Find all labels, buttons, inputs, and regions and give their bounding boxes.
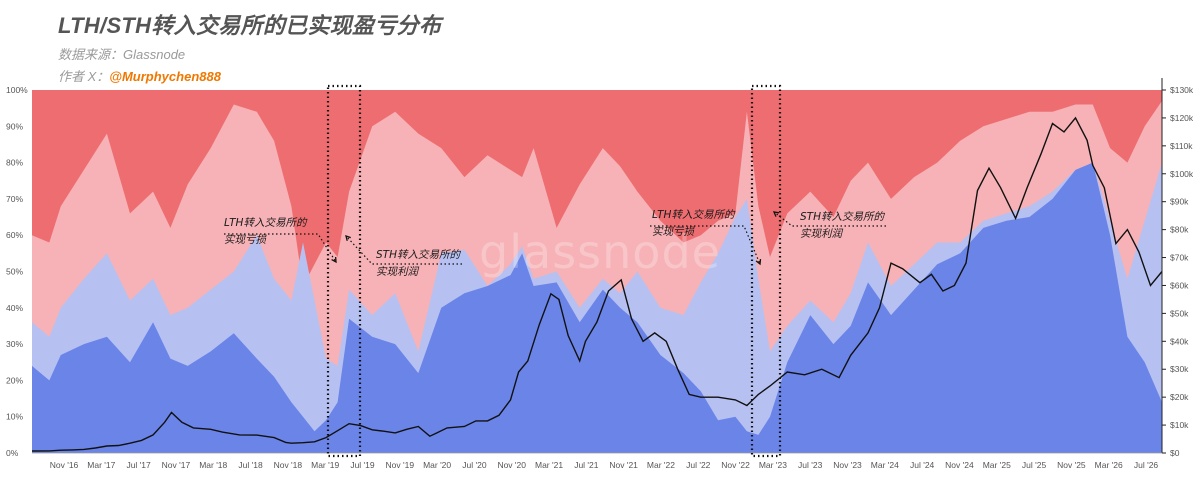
annotations: LTH转入交易所的实现亏损STH转入交易所的实现利润LTH转入交易所的实现亏损S… bbox=[224, 209, 886, 278]
y-right-tick-label: $80k bbox=[1170, 225, 1189, 235]
y-right-tick-label: $70k bbox=[1170, 253, 1189, 263]
x-tick-label: Mar '18 bbox=[199, 460, 227, 470]
x-tick-label: Nov '25 bbox=[1057, 460, 1086, 470]
x-tick-label: Mar '25 bbox=[983, 460, 1011, 470]
x-tick-label: Mar '17 bbox=[87, 460, 115, 470]
y-left-tick-label: 100% bbox=[6, 85, 28, 95]
x-tick-label: Nov '20 bbox=[497, 460, 526, 470]
annotation-leader bbox=[224, 233, 337, 263]
x-tick-label: Mar '19 bbox=[311, 460, 339, 470]
highlight-box bbox=[750, 84, 782, 458]
x-tick-label: Jul '18 bbox=[238, 460, 263, 470]
x-tick-label: Mar '26 bbox=[1095, 460, 1123, 470]
y-right-axis-ticks: $0 $10k $20k $30k $40k $50k $60k $70k $80k $90k $1… bbox=[1162, 85, 1194, 458]
watermark: glassnode bbox=[479, 225, 721, 279]
x-tick-label: Jul '17 bbox=[126, 460, 151, 470]
x-tick-label: Mar '24 bbox=[871, 460, 899, 470]
author-handle-link[interactable]: @Murphychen888 bbox=[109, 69, 221, 84]
y-left-tick-label: 40% bbox=[6, 303, 23, 313]
x-tick-label: Jul '22 bbox=[686, 460, 711, 470]
x-tick-label: Mar '20 bbox=[423, 460, 451, 470]
area-lth-loss bbox=[32, 162, 1162, 453]
x-tick-label: Jul '21 bbox=[574, 460, 599, 470]
annotation-line2: 实现亏损 bbox=[224, 234, 267, 246]
highlight-box bbox=[326, 84, 362, 458]
annotation-line1: STH转入交易所的 bbox=[376, 249, 461, 261]
x-tick-label: Jul '26 bbox=[1134, 460, 1159, 470]
annotation-leader bbox=[650, 225, 761, 265]
annotation-line2: 实现亏损 bbox=[652, 226, 695, 238]
x-tick-label: Jul '23 bbox=[798, 460, 823, 470]
y-right-tick-label: $10k bbox=[1170, 420, 1189, 430]
x-tick-label: Nov '19 bbox=[386, 460, 415, 470]
stacked-areas bbox=[32, 90, 1162, 454]
x-tick-label: Jul '25 bbox=[1022, 460, 1047, 470]
x-axis-ticks: Nov '16 Mar '17 Jul '17 Nov '17 Mar '18 Jul '… bbox=[50, 460, 1159, 470]
annotation-arrowhead bbox=[331, 256, 337, 264]
y-left-tick-label: 20% bbox=[6, 375, 23, 385]
y-left-tick-label: 90% bbox=[6, 121, 23, 131]
price-line bbox=[31, 116, 1163, 452]
plot-frame bbox=[32, 78, 1163, 454]
annotation-line2: 实现利润 bbox=[376, 266, 419, 278]
x-tick-label: Mar '22 bbox=[647, 460, 675, 470]
chart-title: LTH/STH转入交易所的已实现盈亏分布 bbox=[58, 13, 442, 38]
y-right-tick-label: $0 bbox=[1170, 448, 1180, 458]
annotation-leader bbox=[773, 211, 886, 227]
x-tick-label: Jul '20 bbox=[462, 460, 487, 470]
annotation-line2: 实现利润 bbox=[800, 228, 843, 240]
y-left-axis-ticks: 0% 10% 20% 30% 40% 50% 60% 70% 80% 90% 100% bbox=[6, 85, 28, 458]
data-source: 数据来源：Glassnode bbox=[58, 47, 186, 62]
x-tick-label: Jul '24 bbox=[910, 460, 935, 470]
annotation-arrowhead bbox=[772, 211, 780, 217]
x-tick-label: Nov '24 bbox=[945, 460, 974, 470]
y-left-tick-label: 0% bbox=[6, 448, 19, 458]
highlight-boxes bbox=[326, 84, 782, 458]
x-tick-label: Nov '16 bbox=[50, 460, 79, 470]
y-right-tick-label: $50k bbox=[1170, 308, 1189, 318]
annotation-arrowhead bbox=[755, 258, 762, 266]
x-tick-label: Nov '21 bbox=[609, 460, 638, 470]
y-right-tick-label: $120k bbox=[1170, 113, 1194, 123]
x-tick-label: Nov '22 bbox=[721, 460, 750, 470]
annotation-line1: LTH转入交易所的 bbox=[652, 209, 736, 221]
x-tick-label: Mar '21 bbox=[535, 460, 563, 470]
annotation-line1: LTH转入交易所的 bbox=[224, 217, 308, 229]
y-right-tick-label: $100k bbox=[1170, 169, 1194, 179]
x-tick-label: Nov '17 bbox=[162, 460, 191, 470]
y-left-tick-label: 60% bbox=[6, 230, 23, 240]
y-left-tick-label: 30% bbox=[6, 339, 23, 349]
x-tick-label: Nov '18 bbox=[274, 460, 303, 470]
author-credit: 作者 X：@Murphychen888 bbox=[58, 66, 221, 85]
y-left-tick-label: 50% bbox=[6, 267, 23, 277]
y-left-tick-label: 70% bbox=[6, 194, 23, 204]
y-right-tick-label: $40k bbox=[1170, 336, 1189, 346]
y-right-tick-label: $20k bbox=[1170, 392, 1189, 402]
y-left-tick-label: 80% bbox=[6, 158, 23, 168]
annotation-line1: STH转入交易所的 bbox=[800, 211, 885, 223]
y-right-tick-label: $130k bbox=[1170, 85, 1194, 95]
annotation-arrowhead bbox=[345, 235, 351, 242]
y-right-tick-label: $30k bbox=[1170, 364, 1189, 374]
y-right-tick-label: $90k bbox=[1170, 197, 1189, 207]
author-prefix: 作者 X： bbox=[58, 69, 110, 84]
x-tick-label: Jul '19 bbox=[350, 460, 375, 470]
x-tick-label: Mar '23 bbox=[759, 460, 787, 470]
y-right-tick-label: $110k bbox=[1170, 141, 1193, 151]
y-right-tick-label: $60k bbox=[1170, 280, 1189, 290]
x-tick-label: Nov '23 bbox=[833, 460, 862, 470]
y-left-tick-label: 10% bbox=[6, 412, 23, 422]
